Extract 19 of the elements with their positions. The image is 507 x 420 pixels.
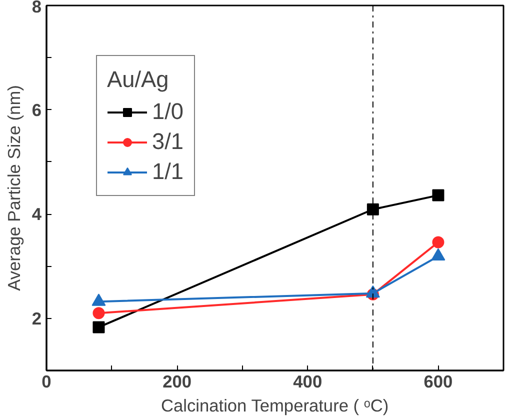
- legend-label: 3/1: [152, 128, 184, 155]
- x-axis-title: Calcination Temperature ( ᵒC): [160, 396, 389, 416]
- legend-label: 1/0: [152, 98, 184, 125]
- y-axis-title: Average Particle Size (nm): [4, 85, 24, 291]
- x-tick-label: 400: [293, 372, 322, 392]
- point: [92, 321, 105, 334]
- x-tick-label: 600: [424, 372, 453, 392]
- y-tick-label: 6: [32, 100, 42, 120]
- y-tick-label: 8: [32, 0, 42, 16]
- y-tick-label: 2: [32, 308, 42, 328]
- y-tick-label: 4: [32, 204, 42, 224]
- point: [92, 307, 105, 320]
- point: [432, 189, 444, 202]
- point: [366, 203, 379, 216]
- legend-title: Au/Ag: [107, 66, 170, 93]
- x-tick-label: 200: [162, 372, 192, 392]
- point: [432, 236, 444, 248]
- legend-label: 1/1: [152, 158, 184, 185]
- x-tick-label: 0: [42, 372, 52, 392]
